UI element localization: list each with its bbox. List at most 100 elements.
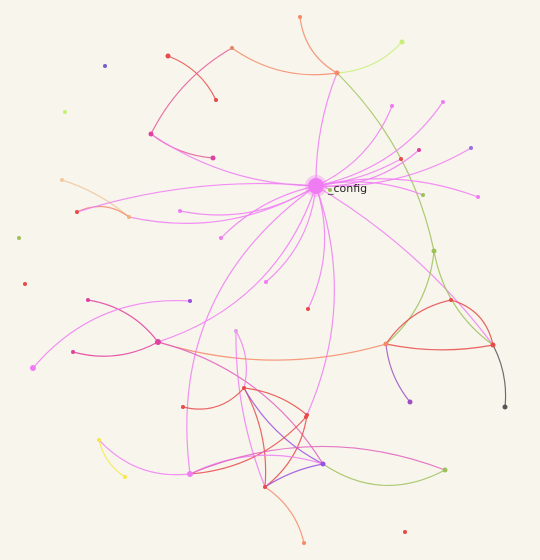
graph-edge — [264, 463, 324, 488]
graph-edge — [189, 445, 446, 475]
edges-layer — [32, 16, 507, 544]
graph-edge — [189, 416, 307, 475]
graph-edge — [433, 250, 494, 346]
graph-edge — [305, 185, 335, 418]
graph-node[interactable] — [320, 461, 326, 467]
graph-edge — [450, 299, 494, 346]
graph-node[interactable] — [476, 195, 480, 199]
graph-node[interactable] — [17, 236, 21, 240]
graph-node[interactable] — [298, 15, 302, 19]
graph-node[interactable] — [390, 104, 394, 108]
graph-edge — [157, 341, 324, 465]
graph-node[interactable] — [449, 298, 453, 302]
graph-node[interactable] — [165, 53, 171, 59]
graph-edge — [128, 185, 317, 224]
graph-node[interactable] — [441, 100, 445, 104]
graph-edge — [182, 387, 245, 410]
graph-node[interactable] — [86, 298, 90, 302]
graph-node[interactable] — [302, 541, 306, 545]
graph-edge — [243, 387, 324, 465]
graph-node[interactable] — [23, 282, 27, 286]
graph-edge — [315, 147, 472, 187]
nodes-layer — [17, 15, 508, 545]
graph-node[interactable] — [264, 280, 268, 284]
graph-node[interactable] — [123, 475, 127, 479]
graph-edge — [220, 185, 317, 239]
graph-edge — [315, 101, 444, 187]
graph-node[interactable] — [334, 70, 340, 76]
graph-node[interactable] — [328, 188, 332, 192]
graph-edge — [307, 185, 326, 310]
graph-edge — [179, 185, 317, 216]
config-node[interactable] — [308, 178, 324, 194]
graph-edge — [299, 16, 338, 74]
graph-edge — [243, 387, 308, 416]
graph-node[interactable] — [383, 341, 389, 347]
graph-edge — [265, 185, 317, 283]
graph-edge — [315, 158, 402, 187]
graph-node[interactable] — [306, 307, 310, 311]
graph-node[interactable] — [71, 350, 75, 354]
graph-node[interactable] — [30, 365, 36, 371]
graph-node[interactable] — [234, 329, 238, 333]
graph-edge — [87, 299, 159, 343]
graph-edge — [385, 343, 494, 351]
graph-node[interactable] — [60, 178, 64, 182]
config-node-label: _config — [327, 182, 367, 195]
graph-node[interactable] — [431, 248, 437, 254]
graph-edge — [264, 414, 308, 488]
graph-node[interactable] — [178, 209, 182, 213]
graph-edge — [336, 41, 403, 74]
graph-edge — [150, 133, 214, 159]
graph-edge — [492, 344, 507, 408]
graph-edge — [385, 343, 411, 403]
graph-node[interactable] — [188, 299, 192, 303]
graph-node[interactable] — [230, 46, 234, 50]
graph-node[interactable] — [63, 110, 67, 114]
graph-edge — [186, 185, 317, 475]
graph-edge — [61, 179, 130, 218]
graph-node[interactable] — [219, 236, 223, 240]
graph-edge — [157, 341, 387, 361]
graph-edge — [150, 47, 233, 135]
graph-edge — [235, 330, 266, 488]
graph-node[interactable] — [399, 39, 405, 45]
graph-edge — [243, 387, 267, 488]
graph-edge — [235, 330, 247, 389]
graph-node[interactable] — [210, 155, 216, 161]
graph-node[interactable] — [75, 210, 79, 214]
graph-node[interactable] — [242, 386, 246, 390]
graph-node[interactable] — [399, 157, 403, 161]
graph-edge — [315, 72, 338, 187]
graph-node[interactable] — [407, 399, 413, 405]
graph-edge — [231, 47, 338, 76]
graph-node[interactable] — [263, 485, 267, 489]
graph-edge — [32, 299, 191, 369]
graph-node[interactable] — [181, 405, 185, 409]
graph-node[interactable] — [442, 467, 448, 473]
graph-edge — [76, 182, 317, 213]
graph-node[interactable] — [421, 193, 425, 197]
graph-node[interactable] — [502, 404, 508, 410]
graph-node[interactable] — [403, 530, 407, 534]
graph-edge — [157, 185, 317, 343]
graph-node[interactable] — [97, 438, 101, 442]
graph-node[interactable] — [187, 471, 193, 477]
graph-edge — [322, 463, 446, 486]
graph-node[interactable] — [127, 215, 131, 219]
graph-node[interactable] — [469, 146, 473, 150]
graph-node[interactable] — [155, 339, 161, 345]
graph-node[interactable] — [214, 98, 218, 102]
graph-node[interactable] — [490, 342, 496, 348]
labels-layer: _config — [327, 182, 367, 195]
graph-edge — [72, 341, 159, 357]
graph-node[interactable] — [417, 148, 421, 152]
graph-edge — [98, 439, 191, 476]
graph-node[interactable] — [304, 415, 308, 419]
graph-node[interactable] — [148, 131, 154, 137]
graph-edge — [76, 205, 130, 218]
graph-edge — [336, 72, 435, 252]
graph-node[interactable] — [103, 64, 107, 68]
graph-edge — [98, 439, 126, 478]
